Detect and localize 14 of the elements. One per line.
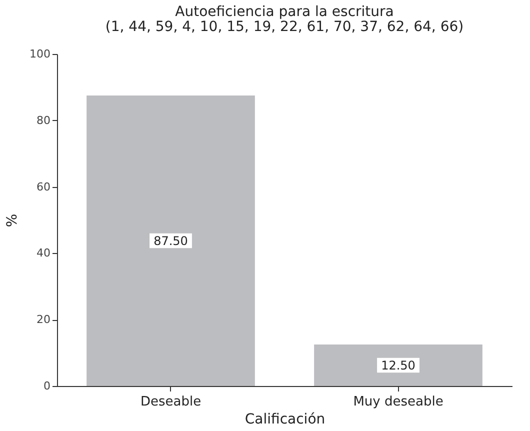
- y-axis-title: %: [4, 214, 21, 228]
- data-label: 12.50: [381, 358, 416, 372]
- x-tick-label: Muy deseable: [353, 394, 444, 410]
- chart-title: Autoeficiencia para la escritura: [175, 4, 394, 20]
- y-tick-label: 20: [36, 313, 50, 326]
- y-tick-label: 60: [36, 180, 50, 194]
- x-axis-title: Calificación: [244, 412, 326, 428]
- y-tick-label: 0: [44, 380, 50, 392]
- y-tick-label: 100: [30, 48, 50, 60]
- y-tick-label: 40: [36, 246, 50, 260]
- data-label: 87.50: [154, 234, 188, 248]
- chart-subtitle: (1, 44, 59, 4, 10, 15, 19, 22, 61, 70, 37, 62, 64, 66): [105, 19, 464, 35]
- x-tick-label: Deseable: [140, 394, 202, 410]
- y-tick-label: 80: [36, 114, 50, 127]
